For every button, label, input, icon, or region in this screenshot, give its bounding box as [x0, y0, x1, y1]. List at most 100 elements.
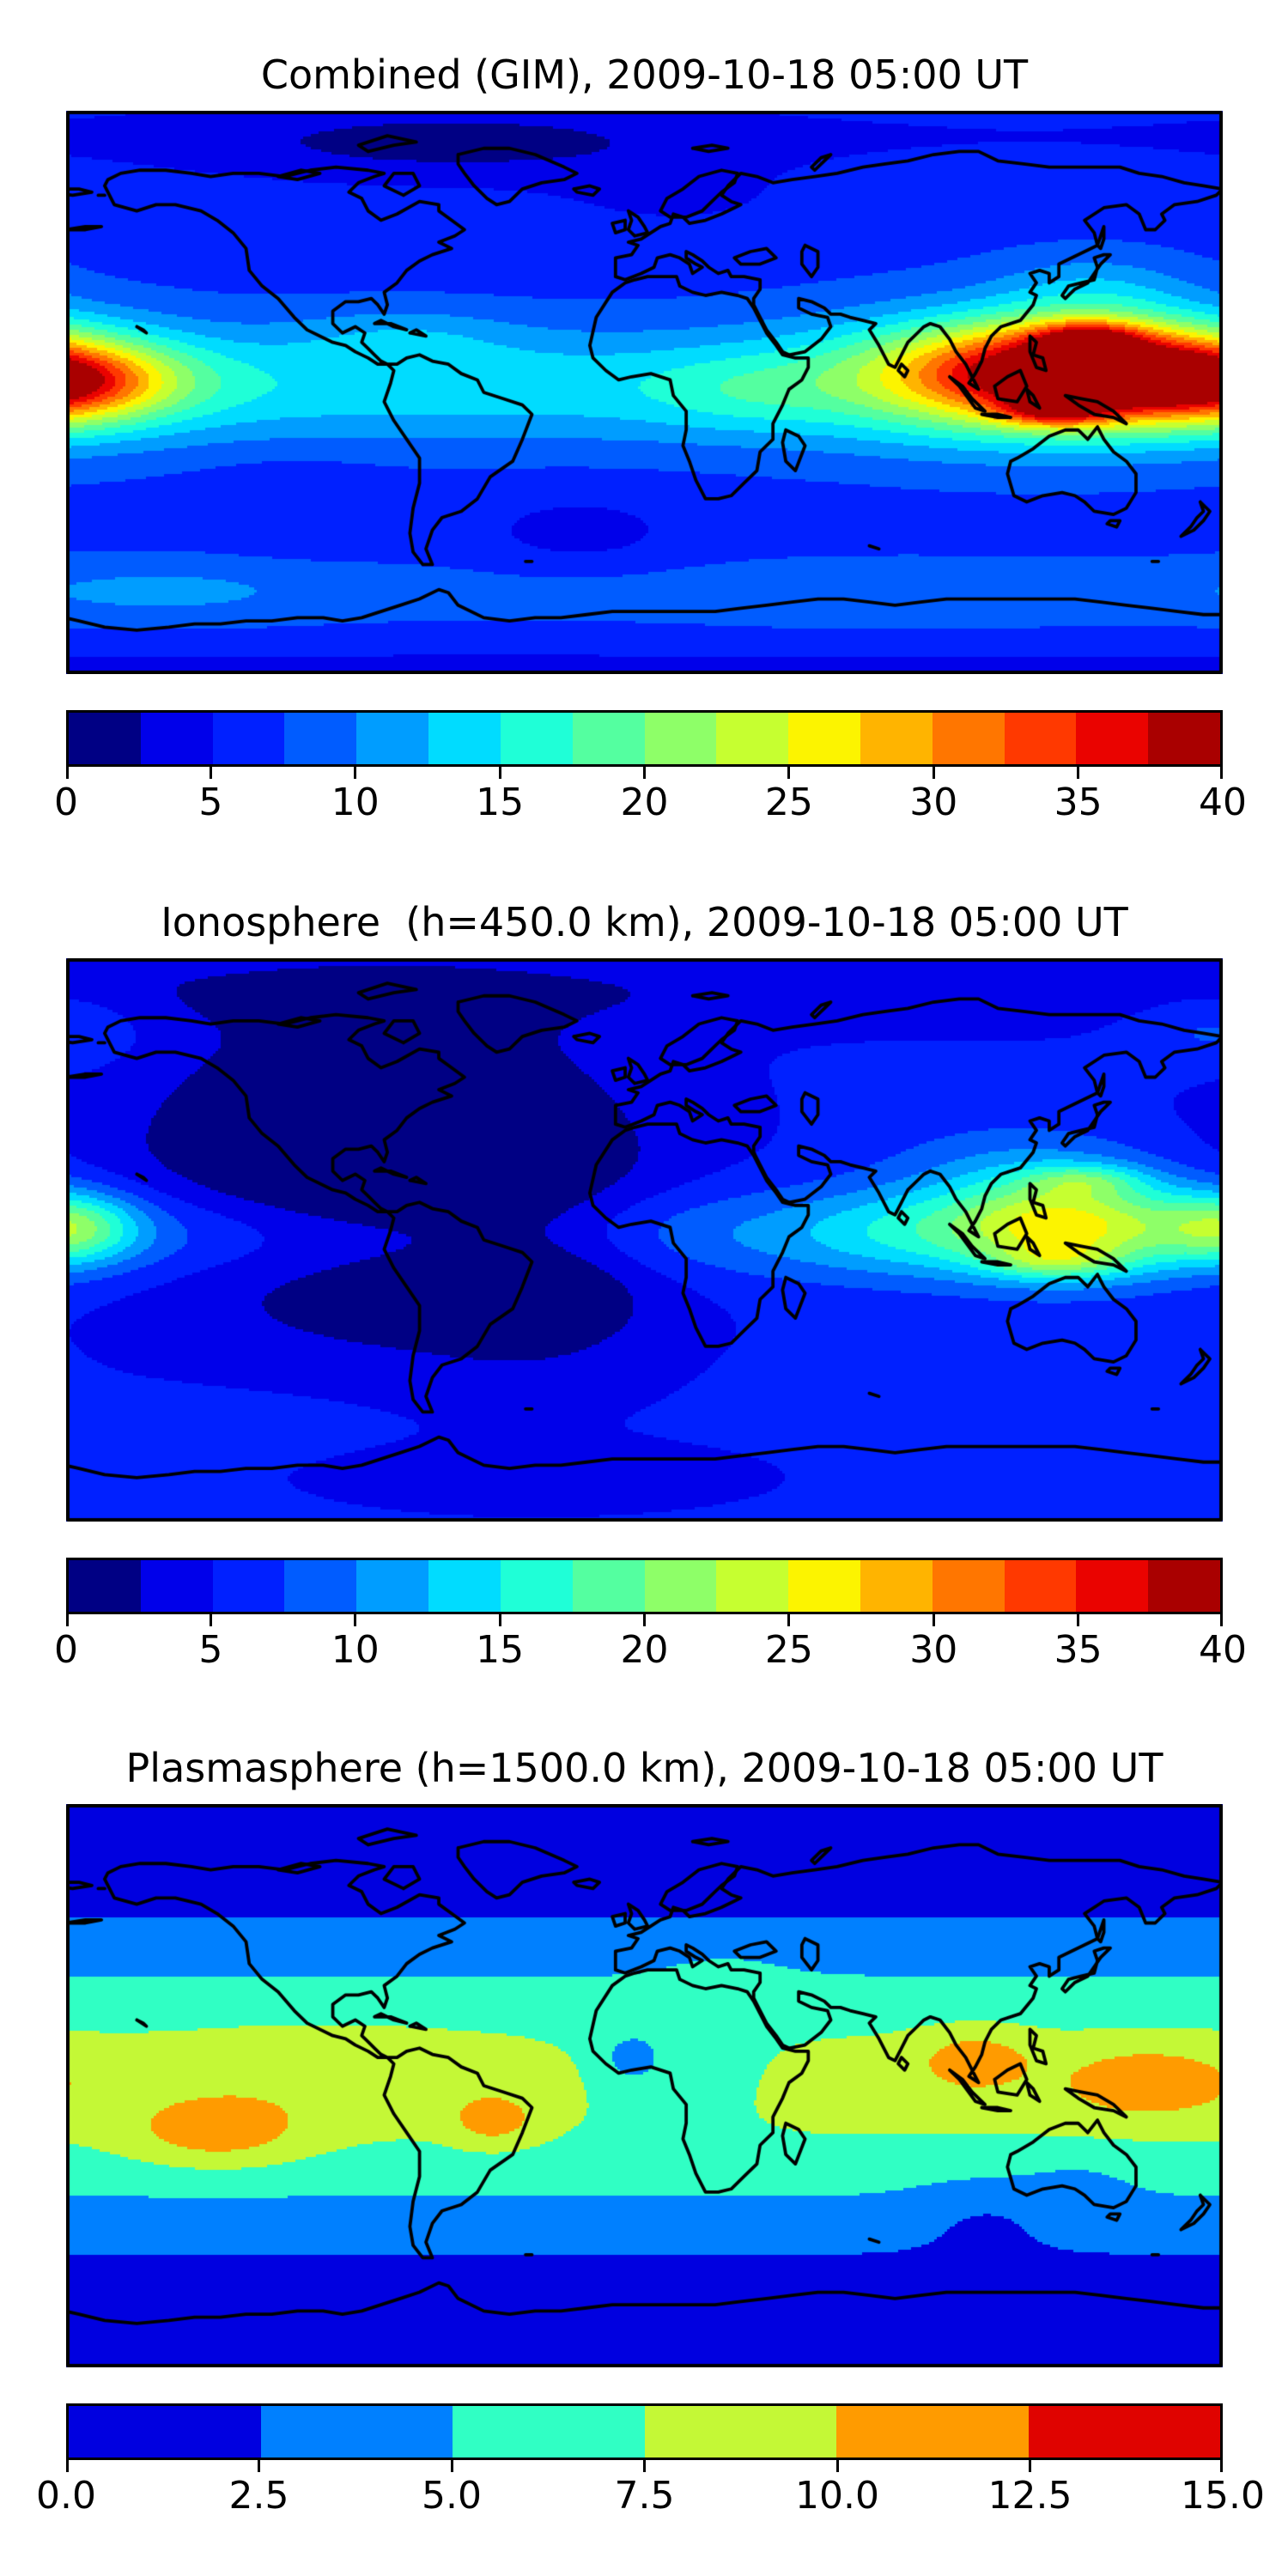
panel-ionosphere: Ionosphere (h=450.0 km), 2009-10-18 05:0… [54, 896, 1247, 1720]
colorbar-segment [428, 1560, 501, 1612]
panel-title-ionosphere: Ionosphere (h=450.0 km), 2009-10-18 05:0… [161, 899, 1128, 945]
colorbar-tick-label: 20 [620, 781, 669, 824]
colorbar-segment [1076, 713, 1149, 764]
colorbar-tick-label: 0.0 [36, 2474, 96, 2518]
colorbar-tickmark [450, 2460, 453, 2472]
colorbar-segment [572, 1560, 645, 1612]
colorbar-tick-label: 40 [1199, 1628, 1247, 1672]
colorbar-ionosphere [66, 1558, 1223, 1614]
colorbar-segment [644, 713, 717, 764]
colorbar-segment [212, 1560, 285, 1612]
colorbar-segment [716, 713, 789, 764]
panel-plasmasphere: Plasmasphere (h=1500.0 km), 2009-10-18 0… [36, 1741, 1265, 2566]
colorbar-segment [1148, 1560, 1220, 1612]
panel-title-combined: Combined (GIM), 2009-10-18 05:00 UT [260, 52, 1029, 98]
colorbar-segment [1148, 713, 1220, 764]
panel-title-plasmasphere: Plasmasphere (h=1500.0 km), 2009-10-18 0… [125, 1745, 1163, 1791]
colorbar-tick-label: 0 [54, 781, 78, 824]
colorbar-tickmark [932, 1614, 935, 1626]
colorbar-segment [788, 1560, 860, 1612]
colorbar-tick-label: 15 [476, 781, 525, 824]
colorbar-segment [644, 2406, 836, 2458]
colorbar-tick-label: 10 [331, 781, 380, 824]
world-map-plasmasphere [66, 1804, 1223, 2367]
colorbar-tickmark [787, 767, 791, 779]
colorbar-segment [260, 2406, 453, 2458]
colorbar-tickmark [354, 767, 357, 779]
colorbar-combined [66, 710, 1223, 767]
colorbar-segment [1028, 2406, 1220, 2458]
colorbar-tick-label: 15.0 [1181, 2474, 1265, 2518]
colorbar-segment [453, 2406, 645, 2458]
colorbar-segment [572, 713, 645, 764]
colorbar-tick-label: 35 [1054, 781, 1103, 824]
colorbar-tick-label: 35 [1054, 1628, 1103, 1672]
colorbar-segment [1004, 713, 1077, 764]
colorbar-segment [644, 1560, 717, 1612]
colorbar-tickmark [1220, 767, 1223, 779]
colorbar-segment [860, 1560, 933, 1612]
panel-combined-gim: Combined (GIM), 2009-10-18 05:00 UT 0 5 10… [54, 48, 1247, 872]
colorbar-tick-label: 10.0 [795, 2474, 879, 2518]
colorbar-tick-label: 5.0 [422, 2474, 482, 2518]
colorbar-tick-label: 0 [54, 1628, 78, 1672]
colorbar-segment [284, 1560, 357, 1612]
colorbar-tickmark [209, 1614, 212, 1626]
world-map-combined [66, 111, 1223, 674]
colorbar-tickmark [835, 2460, 839, 2472]
colorbar-tickmark [1029, 2460, 1031, 2472]
colorbar-segment [140, 713, 213, 764]
colorbar-tick-label: 5 [198, 1628, 223, 1672]
colorbar-tick-label: 12.5 [987, 2474, 1072, 2518]
colorbar-segment [716, 1560, 789, 1612]
colorbar-segment [356, 713, 429, 764]
colorbar-segment [1004, 1560, 1077, 1612]
colorbar-tickmark [209, 767, 212, 779]
colorbar-tickmark [1077, 767, 1080, 779]
colorbar-plasmasphere [66, 2403, 1223, 2460]
colorbar-segment [500, 713, 573, 764]
world-map-ionosphere [66, 958, 1223, 1522]
colorbar-segment [356, 1560, 429, 1612]
colorbar-tick-label: 15 [476, 1628, 525, 1672]
colorbar-tick-label: 30 [909, 781, 958, 824]
colorbar-tickmark [66, 767, 69, 779]
colorbar-ticks-ionosphere [66, 1614, 1223, 1626]
colorbar-tick-label: 25 [764, 1628, 813, 1672]
colorbar-tickmark [1220, 2460, 1223, 2472]
colorbar-tick-label: 5 [198, 781, 223, 824]
colorbar-segment [932, 713, 1005, 764]
colorbar-tick-label: 10 [331, 1628, 380, 1672]
colorbar-segment [284, 713, 357, 764]
colorbar-segment [932, 1560, 1005, 1612]
colorbar-tickmark [66, 2460, 69, 2472]
colorbar-tickmark [932, 767, 935, 779]
colorbar-tick-label: 40 [1199, 781, 1247, 824]
colorbar-segment [836, 2406, 1029, 2458]
colorbar-tick-label: 20 [620, 1628, 669, 1672]
colorbar-tick-label: 2.5 [228, 2474, 289, 2518]
colorbar-segment [69, 713, 141, 764]
colorbar-tickmark [1220, 1614, 1223, 1626]
colorbar-tick-label: 7.5 [614, 2474, 675, 2518]
colorbar-tick-label: 30 [909, 1628, 958, 1672]
colorbar-segment [428, 713, 501, 764]
colorbar-segment [140, 1560, 213, 1612]
colorbar-tickmark [787, 1614, 791, 1626]
colorbar-tickmark [643, 767, 646, 779]
colorbar-tick-label: 25 [764, 781, 813, 824]
colorbar-segment [1076, 1560, 1149, 1612]
colorbar-segment [860, 713, 933, 764]
colorbar-tickmark [258, 2460, 260, 2472]
colorbar-segment [69, 2406, 261, 2458]
colorbar-segment [212, 713, 285, 764]
colorbar-tickmark [643, 1614, 646, 1626]
colorbar-tickmark [66, 1614, 69, 1626]
colorbar-tickmark [643, 2460, 646, 2472]
colorbar-tickmark [354, 1614, 357, 1626]
colorbar-segment [500, 1560, 573, 1612]
colorbar-segment [69, 1560, 141, 1612]
colorbar-tickmark [498, 767, 501, 779]
colorbar-ticks-plasmasphere [66, 2460, 1223, 2472]
colorbar-tickmark [498, 1614, 501, 1626]
